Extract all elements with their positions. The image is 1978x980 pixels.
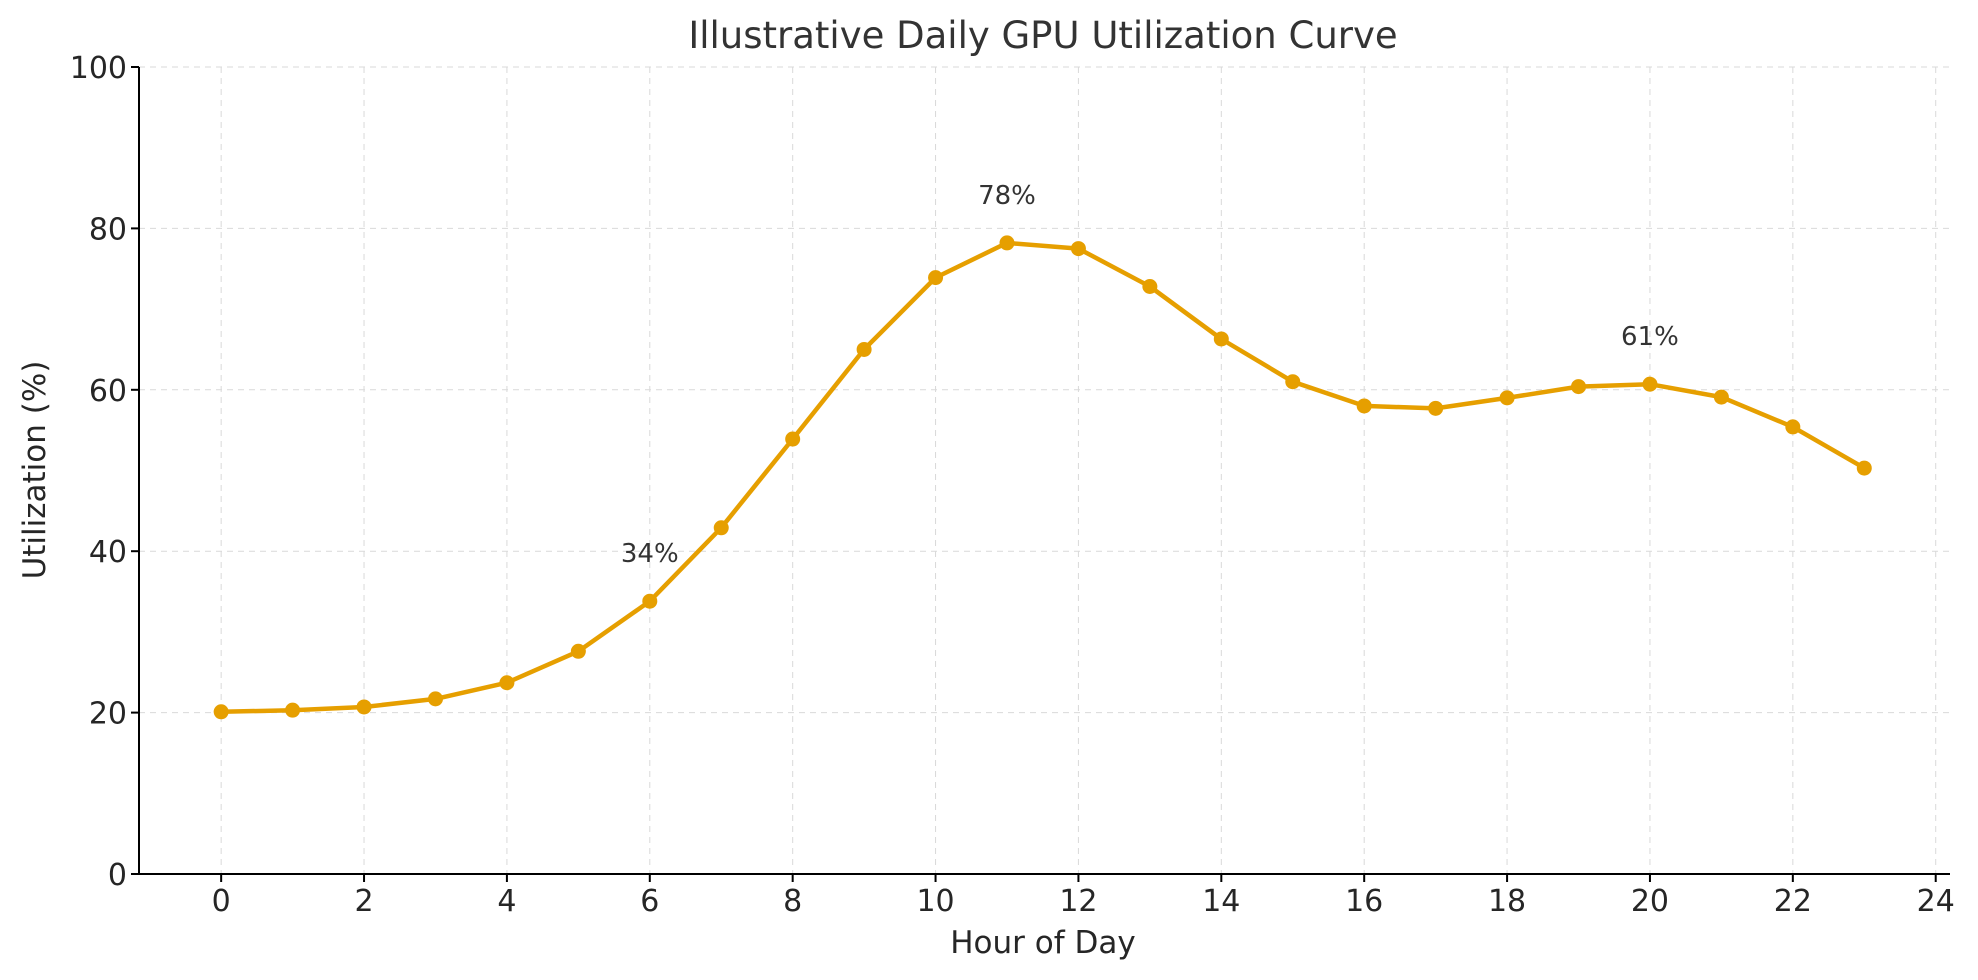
- x-tick-label: 6: [640, 884, 659, 919]
- data-point: [1713, 389, 1729, 405]
- data-point: [1428, 400, 1444, 416]
- y-tick-label: 60: [89, 374, 127, 409]
- data-point: [1571, 379, 1587, 395]
- utilization-line: [218, 240, 1867, 715]
- data-point: [1785, 419, 1801, 435]
- x-tick-label: 22: [1774, 884, 1812, 919]
- chart-title: Illustrative Daily GPU Utilization Curve: [688, 14, 1397, 57]
- data-point: [1070, 241, 1086, 257]
- data-point: [713, 520, 729, 536]
- data-point: [642, 593, 658, 609]
- y-tick-label: 80: [89, 212, 127, 247]
- data-point: [856, 341, 872, 357]
- axes: [138, 67, 1950, 875]
- series-utilization: [213, 235, 1872, 720]
- x-tick-label: 14: [1202, 884, 1240, 919]
- x-axis-label: Hour of Day: [950, 925, 1135, 961]
- x-tick-label: 18: [1488, 884, 1526, 919]
- data-point: [1856, 460, 1872, 476]
- data-point: [1285, 374, 1301, 390]
- annotation-label: 61%: [1621, 322, 1679, 352]
- data-point: [356, 699, 372, 715]
- annotation-label: 78%: [978, 181, 1036, 211]
- data-point: [928, 270, 944, 286]
- data-point: [1356, 398, 1372, 414]
- y-tick-label: 40: [89, 535, 127, 570]
- x-tick-label: 0: [212, 884, 231, 919]
- annotations: 34% 78% 61%: [621, 181, 1679, 569]
- x-tick-label: 2: [354, 884, 373, 919]
- data-point: [285, 702, 301, 718]
- data-point: [1499, 390, 1515, 406]
- data-point: [785, 431, 801, 447]
- annotation-label: 34%: [621, 539, 679, 569]
- data-point: [1213, 331, 1229, 347]
- data-point: [570, 643, 586, 659]
- data-point: [213, 704, 229, 720]
- data-point: [1142, 279, 1158, 295]
- x-tick-label: 12: [1059, 884, 1097, 919]
- y-tick-label: 100: [70, 51, 127, 86]
- x-tick-label: 16: [1345, 884, 1383, 919]
- data-point: [999, 235, 1015, 251]
- x-tick-label: 8: [783, 884, 802, 919]
- data-point: [1642, 376, 1658, 392]
- x-tick-label: 20: [1631, 884, 1669, 919]
- grid: [139, 66, 1950, 875]
- x-tick-label: 4: [497, 884, 516, 919]
- y-axis-label: Utilization (%): [17, 361, 53, 580]
- data-point: [427, 691, 443, 707]
- y-tick-label: 0: [108, 858, 127, 893]
- x-tick-label: 10: [916, 884, 954, 919]
- y-tick-label: 20: [89, 697, 127, 732]
- data-point: [499, 675, 515, 691]
- x-tick-label: 24: [1917, 884, 1955, 919]
